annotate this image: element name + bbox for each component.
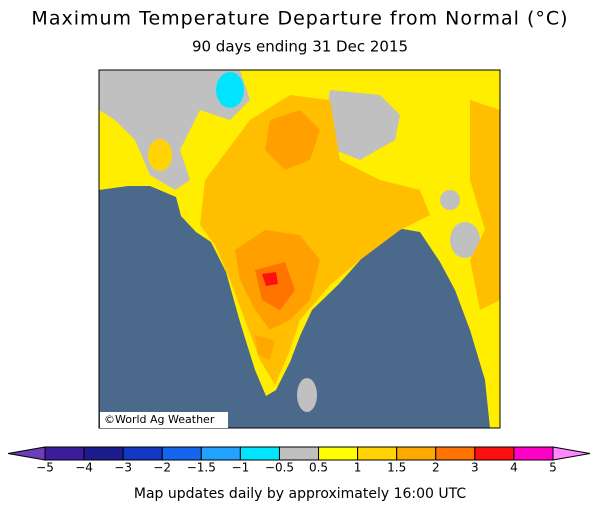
legend-swatch	[513, 446, 554, 461]
anomaly-yellow-orange	[148, 139, 172, 171]
legend-label: 0.5	[309, 461, 328, 475]
legend-label: −0.5	[265, 461, 294, 475]
legend-label: 3	[471, 461, 479, 475]
legend-swatch	[357, 446, 398, 461]
legend-arrow-high	[552, 446, 591, 461]
legend-swatch	[239, 446, 280, 461]
legend-label: −5	[36, 461, 54, 475]
credit-box	[100, 412, 228, 428]
legend-label: −2	[153, 461, 171, 475]
legend-swatch	[278, 446, 320, 461]
anomaly-grey	[99, 70, 250, 190]
legend-label: −3	[114, 461, 132, 475]
legend-swatch	[83, 446, 124, 461]
legend-swatch	[161, 446, 202, 461]
anomaly-orange	[470, 100, 500, 310]
map: ©World Ag Weather	[98, 69, 501, 429]
legend-swatch	[122, 446, 163, 461]
legend-swatch	[44, 446, 85, 461]
legend-swatch	[200, 446, 241, 461]
legend-label: −1.5	[187, 461, 216, 475]
subtitle: 90 days ending 31 Dec 2015	[192, 38, 408, 56]
title: Maximum Temperature Departure from Norma…	[31, 8, 568, 30]
sri-lanka	[297, 378, 317, 412]
map-frame	[98, 69, 501, 429]
anomaly-red	[262, 272, 278, 286]
anomaly-cyan	[216, 72, 244, 108]
anomaly-grey	[325, 90, 400, 160]
legend-label: 4	[510, 461, 518, 475]
anomaly-grey	[440, 190, 460, 210]
legend-label: −1	[232, 461, 250, 475]
legend-arrow-low	[7, 446, 46, 461]
anomaly-dark-orange	[265, 110, 320, 170]
legend-swatch	[474, 446, 515, 461]
legend-label: −4	[75, 461, 93, 475]
legend-label: 2	[432, 461, 440, 475]
legend-label: 1.5	[387, 461, 406, 475]
credit: ©World Ag Weather	[104, 413, 215, 426]
legend-swatch	[396, 446, 437, 461]
anomaly-dark-orange	[255, 335, 275, 360]
legend-swatch	[435, 446, 476, 461]
footer: Map updates daily by approximately 16:00…	[134, 486, 466, 502]
legend: −5 −4 −3 −2 −1.5 −1 −0.5 0.5 1 1.5 2 3 4 5	[7, 446, 591, 475]
legend-label: 1	[354, 461, 362, 475]
anomaly-grey	[450, 222, 480, 258]
legend-swatch	[318, 446, 359, 461]
legend-label: 5	[549, 461, 557, 475]
